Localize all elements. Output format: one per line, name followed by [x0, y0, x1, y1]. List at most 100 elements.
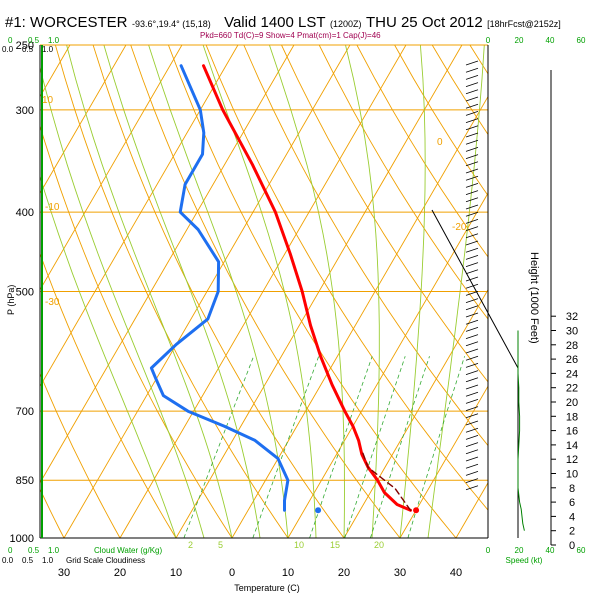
- forecast-run: [18hrFcst@2152z]: [487, 19, 561, 29]
- wind-barb: [465, 67, 479, 73]
- dry-adiabat: [54, 45, 289, 538]
- wind-barb: [465, 147, 479, 152]
- wind-barb: [465, 82, 479, 87]
- wind-barb: [465, 485, 479, 491]
- wind-speed-tick-top: 40: [546, 36, 555, 45]
- wind-barb: [465, 334, 479, 339]
- isotherm: [512, 45, 600, 538]
- moist-adiabat: [40, 65, 205, 538]
- dry-adiabat: [356, 45, 488, 258]
- wind-barb: [465, 406, 479, 411]
- moist-adiabat: [66, 45, 233, 538]
- mixing-ratio-label: 15: [330, 540, 340, 550]
- wind-barb: [465, 355, 479, 361]
- wind-barb: [465, 204, 479, 210]
- pressure-tick-label: 850: [16, 475, 34, 487]
- pressure-tick-label: 700: [16, 406, 34, 418]
- wind-barb: [465, 283, 479, 289]
- wind-speed-tick-bottom: 20: [515, 546, 524, 555]
- cloud-water-tick-bottom: 0: [8, 546, 13, 555]
- moist-adiabat: [202, 45, 317, 538]
- wind-barb: [465, 463, 479, 469]
- wind-barb: [465, 319, 479, 325]
- wind-barb: [465, 211, 479, 217]
- wind-barb: [465, 60, 479, 66]
- wind-barb: [465, 312, 479, 318]
- isotherm-label: -20: [452, 222, 467, 233]
- grid-scale-label: Grid Scale Cloudiness: [66, 556, 145, 565]
- pressure-tick-label: 250: [16, 40, 34, 52]
- y-axis-label: P (hPa): [6, 285, 16, 315]
- isotherm: [399, 385, 488, 538]
- pressure-tick-label: 300: [16, 105, 34, 117]
- grid-scale-tick-top: 1.0: [42, 45, 54, 54]
- height-tick-label: 2: [569, 526, 575, 538]
- grid-scale-tick-top: 0.5: [22, 45, 34, 54]
- wind-barb: [465, 96, 479, 102]
- height-tick-label: 32: [566, 311, 578, 323]
- height-tick-label: 10: [566, 469, 578, 481]
- wind-barb: [465, 168, 479, 174]
- wind-speed-tick-top: 0: [486, 36, 491, 45]
- height-tick-label: 6: [569, 497, 575, 509]
- height-tick-label: 18: [566, 411, 578, 423]
- wind-barb: [465, 305, 479, 311]
- cloud-water-label: Cloud Water (g/Kg): [94, 546, 163, 555]
- wind-barb: [465, 132, 479, 138]
- height-tick-label: 22: [566, 383, 578, 395]
- dry-adiabat: [318, 45, 488, 320]
- wind-speed-tick-bottom: 60: [577, 546, 586, 555]
- wind-barb: [465, 262, 479, 267]
- height-tick-label: 12: [566, 454, 578, 466]
- temperature-tick-label: 30: [394, 567, 406, 579]
- cloud-water-tick-bottom: 1.0: [48, 546, 60, 555]
- height-tick-label: 14: [566, 440, 578, 452]
- grid-scale-tick-bottom: 1.0: [42, 556, 54, 565]
- mixing-ratio-label: 20: [374, 540, 384, 550]
- height-tick-label: 28: [566, 340, 578, 352]
- wind-barb: [465, 247, 479, 253]
- grid-scale-tick-bottom: 0.0: [2, 556, 14, 565]
- isotherm-label: 0: [437, 137, 443, 148]
- surface-marker: [315, 507, 322, 514]
- wind-barb: [465, 197, 479, 203]
- moist-adiabat: [40, 174, 177, 538]
- wind-barb: [465, 89, 479, 95]
- temperature-tick-label: 0: [229, 567, 235, 579]
- height-tick-label: 24: [566, 368, 578, 380]
- wind-barb: [465, 298, 479, 303]
- wind-barb: [465, 139, 479, 145]
- moist-adiabat: [427, 45, 485, 538]
- wind-barb: [465, 226, 479, 231]
- wind-barb: [465, 154, 479, 159]
- wind-barb: [465, 348, 479, 354]
- wind-barb: [465, 420, 479, 426]
- parcel-line: [360, 448, 412, 511]
- chart-header: #1: WORCESTER -93.6°,19.4° (15,18) Valid…: [5, 14, 561, 32]
- isotherm: [40, 45, 183, 291]
- mixing-ratio-label: 5: [218, 540, 223, 550]
- cloud-water-tick-top: 0.5: [28, 36, 40, 45]
- wind-barb: [465, 240, 479, 246]
- wind-barb: [465, 276, 479, 282]
- wind-speed-tick-bottom: 40: [546, 546, 555, 555]
- wind-barb: [465, 111, 479, 116]
- wind-barb: [465, 449, 479, 455]
- dry-adiabat: [167, 45, 457, 538]
- wind-barb: [465, 75, 479, 80]
- temperature-tick-label: 10: [282, 567, 294, 579]
- forecast-date: THU 25 Oct 2012: [365, 14, 483, 31]
- wind-barb: [465, 291, 479, 296]
- dry-adiabat: [205, 45, 488, 511]
- dry-adiabat: [92, 45, 345, 538]
- wind-barb: [465, 233, 479, 239]
- isotherm-label: -10: [45, 202, 60, 213]
- height-tick-label: 20: [566, 397, 578, 409]
- wind-barb: [465, 190, 479, 195]
- moist-adiabat: [148, 45, 289, 538]
- surface-marker: [413, 507, 420, 514]
- height-tick-label: 8: [569, 483, 575, 495]
- wind-barb: [465, 103, 479, 109]
- wind-barb: [465, 255, 479, 260]
